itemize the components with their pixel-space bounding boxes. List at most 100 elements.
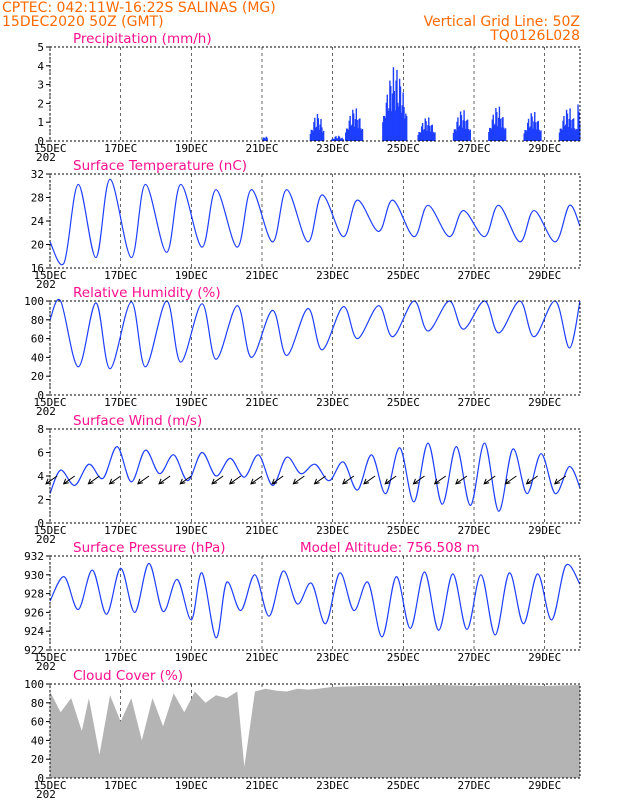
y-tick-label: 2 [37, 97, 44, 110]
precip-bar [463, 110, 465, 141]
precip-bar [456, 121, 458, 141]
x-tick-label: 15DEC [33, 651, 66, 664]
y-tick-label: 80 [31, 314, 44, 327]
wind-arrow-head [384, 478, 391, 485]
precip-bar [266, 137, 268, 141]
y-tick-label: 28 [31, 192, 44, 205]
y-tick-label: 930 [24, 569, 44, 582]
precip-bar [351, 124, 353, 141]
precip-bar [314, 117, 316, 141]
precip-bar [418, 132, 420, 141]
y-tick-label: 1 [37, 116, 44, 129]
y-tick-label: 4 [37, 470, 44, 483]
precip-bar [345, 128, 348, 141]
x-tick-label: 29DEC [528, 651, 561, 664]
x-tick-label: 27DEC [457, 269, 490, 282]
precip-bar [359, 118, 361, 141]
precip-bar [383, 115, 386, 141]
precip-bar [318, 129, 320, 141]
precip-bar [333, 138, 335, 141]
x-tick-label: 21DEC [245, 779, 278, 792]
y-tick-label: 0 [37, 389, 44, 402]
precip-bar [321, 127, 323, 141]
precip-bar [533, 121, 535, 141]
precip-bar [396, 69, 398, 141]
model-code: TQ0126L028 [489, 28, 580, 44]
panel-title: Precipitation (mm/h) [73, 31, 212, 47]
wind-arrow [158, 475, 171, 485]
wind-arrow [293, 475, 305, 485]
precip-bar [523, 133, 525, 141]
precip-bar [404, 118, 406, 141]
precip-bar [262, 137, 265, 141]
precip-bar [346, 128, 349, 141]
precip-bar [560, 128, 562, 141]
x-tick-label: 17DEC [104, 779, 137, 792]
precip-bar [540, 130, 542, 141]
wind-arrow-head [179, 478, 186, 485]
wind-arrow [211, 475, 224, 485]
x-tick-label: 29DEC [528, 269, 561, 282]
x-tick-label: 23DEC [316, 142, 349, 155]
cloud-area [50, 684, 580, 778]
wind-arrow-head [412, 478, 419, 485]
precip-bar [337, 135, 340, 141]
precip-bar [499, 118, 502, 141]
precip-bar [313, 122, 315, 141]
precip-bar [309, 133, 312, 141]
y-tick-label: 100 [24, 678, 44, 691]
x-tick-label: 25DEC [387, 524, 420, 537]
y-tick-label: 3 [37, 79, 44, 92]
y-tick-label: 60 [31, 716, 44, 729]
precip-bar [452, 133, 455, 141]
x-tick-label: 17DEC [104, 524, 137, 537]
precip-bar [495, 108, 497, 141]
precip-bar [563, 116, 565, 141]
wind-arrow-head [504, 478, 511, 485]
panel-title: Surface Pressure (hPa) [73, 540, 226, 556]
precip-bar [322, 130, 325, 141]
x-year-tag: 202 [36, 533, 56, 546]
precip-bar [338, 136, 341, 141]
precip-bar [539, 131, 541, 141]
wind-arrow [384, 475, 397, 485]
precip-bar [534, 122, 537, 141]
x-tick-label: 25DEC [387, 269, 420, 282]
x-tick-label: 27DEC [457, 396, 490, 409]
precip-bar [417, 134, 419, 141]
series-line [49, 298, 581, 370]
wind-arrow-head [87, 478, 94, 485]
precip-bar [349, 116, 351, 141]
y-tick-label: 922 [24, 644, 44, 657]
x-tick-label: 21DEC [245, 142, 278, 155]
precip-bar [312, 131, 314, 141]
y-tick-label: 0 [37, 135, 44, 148]
wind-arrow-head [292, 478, 299, 485]
precip-bar [535, 129, 538, 141]
precip-bar [355, 108, 358, 141]
y-tick-label: 6 [37, 447, 44, 460]
precip-bar [462, 120, 464, 141]
y-tick-label: 4 [37, 60, 44, 73]
precip-bar [431, 124, 433, 141]
y-tick-label: 926 [24, 606, 44, 619]
precip-bar [403, 107, 405, 141]
x-tick-label: 19DEC [175, 142, 208, 155]
precip-bar [569, 108, 571, 141]
wind-arrow [229, 475, 242, 485]
precip-bar [572, 118, 575, 141]
wind-arrow [434, 475, 447, 485]
precip-bar [427, 125, 429, 141]
precip-bar [465, 128, 467, 141]
x-tick-label: 21DEC [245, 524, 278, 537]
precip-bar [402, 92, 404, 141]
precip-bar [262, 139, 264, 141]
precip-bar [337, 138, 339, 141]
precip-bar [382, 122, 384, 141]
precip-bar [468, 130, 471, 141]
y-tick-label: 0 [37, 517, 44, 530]
series-line [49, 562, 581, 639]
precip-bar [469, 129, 471, 141]
